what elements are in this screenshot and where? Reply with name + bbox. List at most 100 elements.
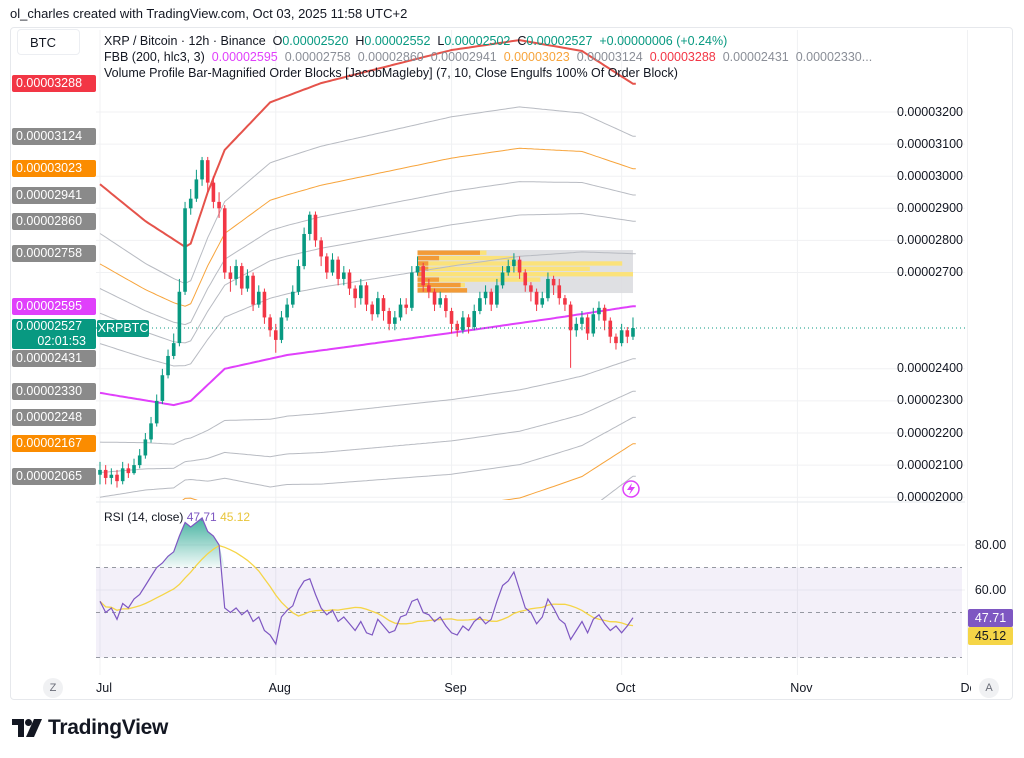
candle-body — [376, 298, 380, 315]
candle-body — [432, 291, 437, 305]
candle-body — [472, 311, 477, 328]
price-badge: 0.00002065 — [12, 467, 96, 485]
candle-body — [211, 182, 216, 202]
legend-main: XRP / Bitcoin · 12h · Binance O0.0000252… — [104, 34, 727, 48]
candle-body — [103, 469, 108, 478]
fbb-band-line — [99, 106, 636, 285]
zoom-button[interactable]: Z — [43, 678, 63, 698]
candle-body — [234, 266, 238, 279]
close-value: 0.00002527 — [526, 34, 593, 48]
candles — [98, 156, 635, 488]
candle-body — [228, 272, 233, 279]
candle-body — [120, 468, 125, 482]
candle-body — [489, 291, 494, 305]
candle-body — [614, 336, 618, 344]
candle-body — [268, 317, 272, 331]
open-label: O — [272, 34, 283, 48]
candle-body — [160, 375, 165, 401]
chart-credit: ol_charles created with TradingView.com,… — [10, 6, 408, 21]
tradingview-logo[interactable]: TradingView — [12, 716, 168, 740]
fbb-band-line — [99, 251, 636, 367]
time-tick: Dec — [960, 681, 971, 695]
candle-body — [126, 468, 131, 474]
candle-body — [410, 272, 414, 308]
time-tick: Aug — [268, 681, 291, 695]
rsi-tick: 60.00 — [974, 583, 1007, 597]
candle-body — [393, 317, 397, 324]
candle-body — [500, 272, 505, 286]
legend-volume-profile[interactable]: Volume Profile Bar-Magnified Order Block… — [104, 66, 678, 80]
candle-body — [444, 298, 448, 312]
price-tick: 0.00002700 — [896, 265, 963, 279]
low-label: L — [437, 34, 445, 48]
price-badge: 0.00002595 — [12, 297, 96, 315]
candle-body — [495, 285, 499, 305]
low-value: 0.00002502 — [444, 34, 511, 48]
rsi-ma-line — [99, 544, 634, 627]
candle-body — [517, 259, 522, 273]
rsi-ma-value: 45.12 — [220, 510, 251, 524]
symbol-box[interactable]: BTC — [17, 29, 80, 55]
fbb-value: 0.00002431 — [722, 50, 789, 64]
fbb-band-line — [99, 147, 636, 307]
candle-body — [256, 291, 261, 305]
fbb-band-line — [182, 443, 636, 500]
candle-body — [398, 304, 403, 318]
candle-body — [177, 291, 182, 344]
candle-body — [109, 474, 114, 478]
close-label: C — [517, 34, 527, 48]
price-tick: 0.00003100 — [896, 136, 963, 151]
tradingview-logo-icon — [12, 719, 42, 737]
candle-body — [222, 208, 227, 273]
fbb-value: 0.00003124 — [576, 50, 643, 64]
candle-body — [602, 307, 607, 321]
volume-profile-bar — [417, 255, 515, 261]
candle-body — [591, 314, 596, 334]
candle-body — [370, 304, 374, 315]
candle-body — [449, 311, 454, 324]
fbb-title: FBB (200, hlc3, 3) — [104, 50, 205, 64]
price-badge: 0.00002167 — [12, 435, 96, 453]
legend-fbb[interactable]: FBB (200, hlc3, 3) 0.00002595 0.00002758… — [104, 50, 872, 64]
rsi-overbought-fill — [100, 518, 633, 568]
candle-body — [364, 285, 369, 305]
rsi-legend[interactable]: RSI (14, close) 47.71 45.12 — [104, 510, 250, 524]
candle-body — [245, 275, 250, 289]
price-tick: 0.00002100 — [896, 457, 963, 472]
price-tick: 0.00003000 — [896, 168, 963, 183]
candle-body — [540, 298, 545, 305]
candle-body — [523, 272, 528, 286]
fbb-value: 0.00003288 — [649, 50, 716, 64]
price-tick: 0.00002400 — [896, 361, 963, 376]
candle-body — [631, 328, 635, 337]
candle-body — [336, 259, 340, 279]
logo-text: TradingView — [48, 716, 169, 739]
price-badge: 0.00002860 — [12, 212, 96, 230]
candle-body — [132, 465, 136, 474]
price-tick: 0.00003200 — [896, 104, 963, 119]
candle-body — [137, 455, 142, 466]
candle-body — [98, 469, 102, 475]
candle-body — [325, 256, 329, 273]
candle-body — [625, 330, 630, 337]
high-label: H — [355, 34, 365, 48]
symbol-price-tag: XRPBTC — [97, 319, 149, 337]
lightning-icon[interactable] — [622, 480, 640, 498]
fbb-value: 0.00002595 — [211, 50, 278, 64]
auto-scale-button[interactable]: A — [979, 678, 999, 698]
open-value: 0.00002520 — [282, 34, 349, 48]
rsi-pane — [96, 517, 962, 658]
legend-title[interactable]: XRP / Bitcoin · 12h · Binance — [104, 34, 266, 48]
volume-profile-bar-buy — [417, 282, 461, 288]
fbb-band-line — [99, 212, 636, 344]
fbb-basis-line — [99, 305, 636, 407]
grid — [96, 30, 969, 675]
volume-profile-bar-buy — [417, 288, 468, 293]
candle-body — [200, 160, 204, 180]
fbb-band-line — [99, 39, 636, 248]
price-tick: 0.00002000 — [896, 489, 963, 504]
change-value: +0.00000006 (+0.24%) — [599, 34, 728, 48]
candle-body — [194, 179, 199, 199]
candle-body — [143, 439, 148, 456]
